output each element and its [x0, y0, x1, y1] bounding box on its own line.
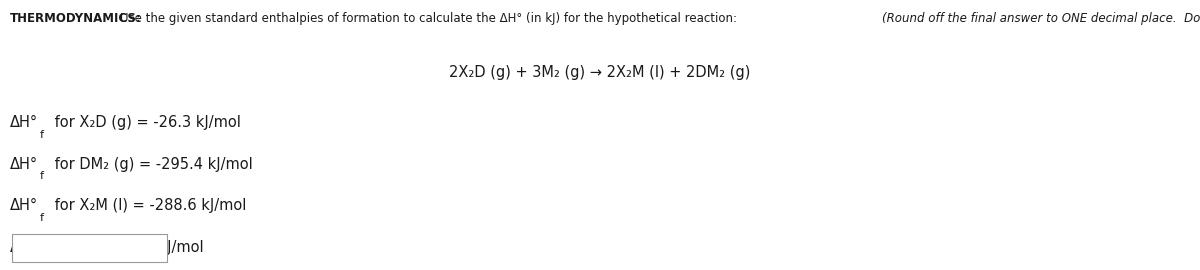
Text: f: f [40, 213, 43, 223]
Text: (Round off the final answer to ONE decimal place.  Do not include the unit.): (Round off the final answer to ONE decim… [882, 12, 1200, 25]
Text: 2X₂D (g) + 3M₂ (g) → 2X₂M (l) + 2DM₂ (g): 2X₂D (g) + 3M₂ (g) → 2X₂M (l) + 2DM₂ (g) [449, 65, 751, 80]
Text: ΔH°: ΔH° [10, 240, 37, 255]
Text: for M₂ (g) = 0 kJ/mol: for M₂ (g) = 0 kJ/mol [50, 240, 204, 255]
Text: for DM₂ (g) = -295.4 kJ/mol: for DM₂ (g) = -295.4 kJ/mol [50, 157, 253, 172]
Text: ΔH°: ΔH° [10, 157, 37, 172]
Text: f: f [40, 171, 43, 181]
FancyBboxPatch shape [12, 234, 167, 262]
Text: ΔH°: ΔH° [10, 198, 37, 214]
Text: f: f [40, 130, 43, 140]
Text: for X₂M (l) = -288.6 kJ/mol: for X₂M (l) = -288.6 kJ/mol [50, 198, 247, 214]
Text: THERMODYNAMICS:: THERMODYNAMICS: [10, 12, 142, 25]
Text: for X₂D (g) = -26.3 kJ/mol: for X₂D (g) = -26.3 kJ/mol [50, 115, 241, 130]
Text: ΔH°: ΔH° [10, 115, 37, 130]
Text: Use the given standard enthalpies of formation to calculate the ΔH° (in kJ) for : Use the given standard enthalpies of for… [120, 12, 737, 25]
Text: f: f [40, 255, 43, 265]
